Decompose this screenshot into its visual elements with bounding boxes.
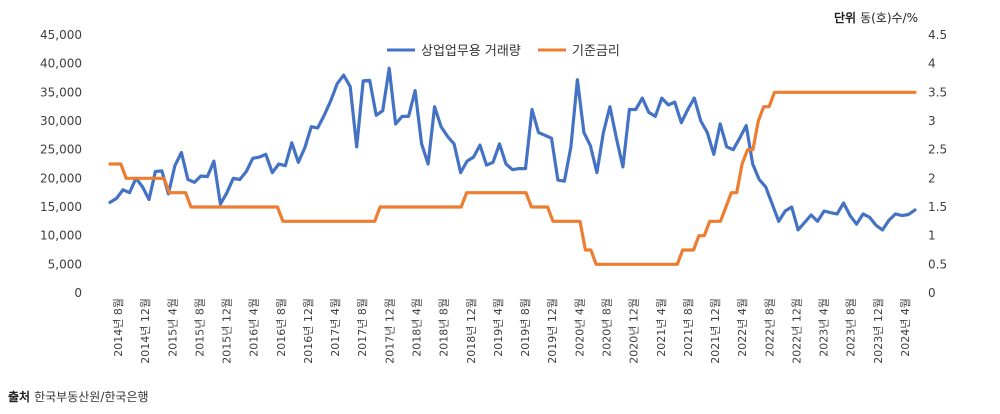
x-tick-label: 2021년 4월 xyxy=(655,298,668,357)
y-right-tick-label: 3 xyxy=(928,114,936,128)
y-left-tick-label: 10,000 xyxy=(40,229,82,243)
x-tick-label: 2016년 4월 xyxy=(248,298,261,357)
legend-label-volume: 상업업무용 거래량 xyxy=(421,44,521,59)
y-right-tick-label: 1 xyxy=(928,229,936,243)
y-right-tick-label: 2.5 xyxy=(928,143,947,157)
x-tick-label: 2019년 8월 xyxy=(519,298,532,357)
y-left-tick-label: 35,000 xyxy=(40,85,82,99)
source-note: 출처 한국부동산원/한국은행 xyxy=(8,389,149,404)
y-left-tick-label: 15,000 xyxy=(40,200,82,214)
x-tick-label: 2014년 12월 xyxy=(139,298,152,364)
x-tick-label: 2016년 8월 xyxy=(275,298,288,357)
x-tick-label: 2014년 8월 xyxy=(112,298,125,357)
x-tick-label: 2023년 12월 xyxy=(872,298,885,364)
legend-label-rate: 기준금리 xyxy=(572,44,620,59)
y-left-tick-label: 5,000 xyxy=(48,257,82,271)
x-tick-label: 2018년 12월 xyxy=(465,298,478,364)
y-left-tick-label: 0 xyxy=(74,286,82,300)
x-tick-label: 2017년 12월 xyxy=(383,298,396,364)
y-left-tick-label: 40,000 xyxy=(40,57,82,71)
x-tick-label: 2023년 8월 xyxy=(845,298,858,357)
y-left-tick-label: 20,000 xyxy=(40,171,82,185)
x-tick-label: 2020년 12월 xyxy=(628,298,641,364)
legend: 상업업무용 거래량 기준금리 xyxy=(387,44,620,59)
y-axis-left: 0 5,000 10,000 15,000 20,000 25,000 30,000 35,0… xyxy=(40,28,82,300)
y-left-tick-label: 30,000 xyxy=(40,114,82,128)
source-text: 한국부동산원/한국은행 xyxy=(34,389,148,404)
y-left-tick-label: 25,000 xyxy=(40,143,82,157)
x-tick-label: 2020년 8월 xyxy=(600,298,613,357)
x-tick-label: 2020년 4월 xyxy=(573,298,586,357)
svg-text:단위동(호)수/%: 단위 동(호)수/% xyxy=(834,10,918,25)
x-tick-label: 2023년 4월 xyxy=(818,298,831,357)
x-tick-label: 2018년 8월 xyxy=(438,298,451,357)
x-tick-label: 2024년 4월 xyxy=(899,298,912,357)
x-tick-label: 2017년 4월 xyxy=(329,298,342,357)
unit-label-text: 동(호)수/% xyxy=(860,11,918,25)
source-label: 출처 xyxy=(8,389,30,404)
x-axis: 2014년 8월 2014년 12월 2015년 4월 2015년 8월 2015년 1… xyxy=(112,298,912,364)
y-right-tick-label: 3.5 xyxy=(928,85,947,99)
series-line-rate xyxy=(108,90,917,266)
y-left-tick-label: 45,000 xyxy=(40,28,82,42)
x-tick-label: 2021년 8월 xyxy=(682,298,695,357)
series-line-volume xyxy=(108,66,917,232)
x-tick-label: 2022년 8월 xyxy=(763,298,776,357)
x-tick-label: 2015년 4월 xyxy=(166,298,179,357)
x-tick-label: 2021년 12월 xyxy=(709,298,722,364)
y-right-tick-label: 1.5 xyxy=(928,200,947,214)
y-axis-right: 0 0.5 1 1.5 2 2.5 3 3.5 4 4.5 xyxy=(928,28,947,300)
x-tick-label: 2018년 4월 xyxy=(411,298,424,357)
y-right-tick-label: 0.5 xyxy=(928,257,947,271)
unit-label: 단위 동(호)수/% xyxy=(834,10,918,25)
x-tick-label: 2019년 4월 xyxy=(492,298,505,357)
series-layer xyxy=(108,66,917,266)
x-tick-label: 2015년 8월 xyxy=(193,298,206,357)
x-tick-label: 2019년 12월 xyxy=(546,298,559,364)
x-tick-label: 2022년 12월 xyxy=(790,298,803,364)
y-right-tick-label: 2 xyxy=(928,171,936,185)
x-tick-label: 2015년 12월 xyxy=(221,298,234,364)
x-tick-label: 2017년 8월 xyxy=(356,298,369,357)
x-tick-label: 2016년 12월 xyxy=(302,298,315,364)
y-right-tick-label: 4 xyxy=(928,57,936,71)
y-right-tick-label: 4.5 xyxy=(928,28,947,42)
unit-label-bold: 단위 xyxy=(834,10,856,25)
x-tick-label: 2022년 4월 xyxy=(736,298,749,357)
y-right-tick-label: 0 xyxy=(928,286,936,300)
